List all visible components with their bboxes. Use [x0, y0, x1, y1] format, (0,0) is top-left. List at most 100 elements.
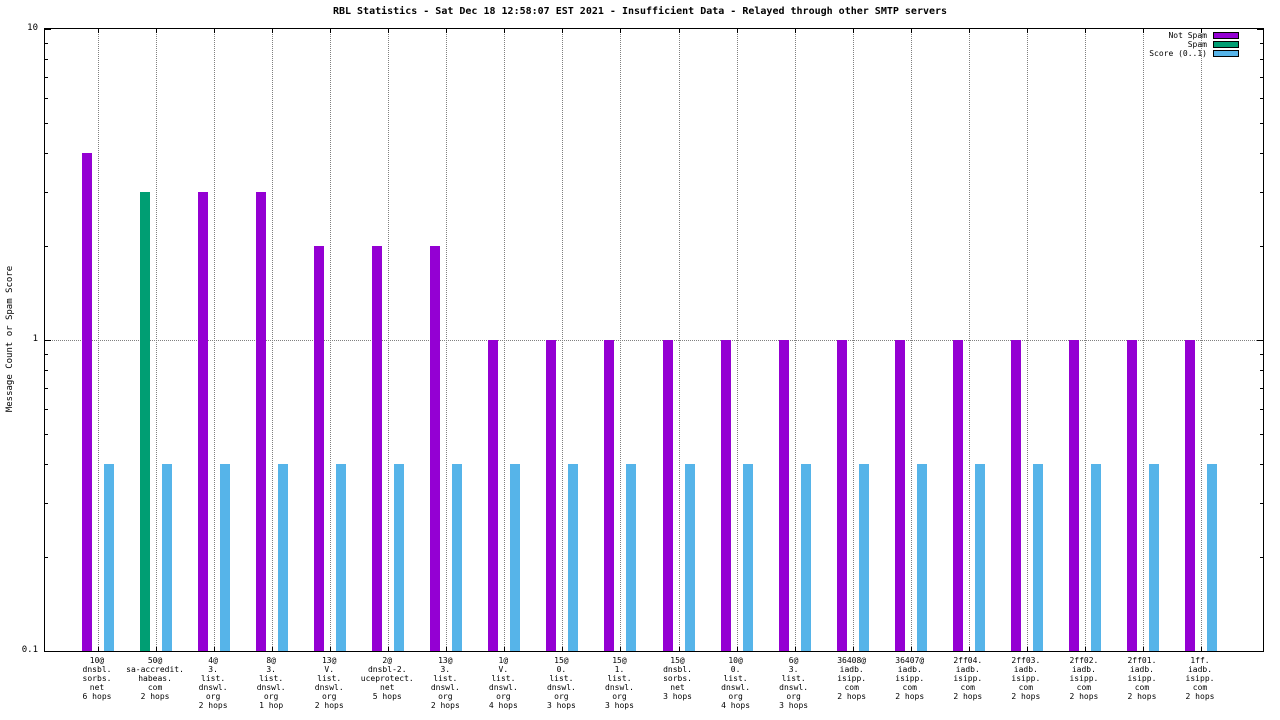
bar-score-0-1 — [974, 463, 985, 651]
bar-not-spam — [488, 340, 499, 651]
bar-not-spam — [952, 340, 963, 651]
plot-area: Not Spam Spam Score (0..1) — [44, 28, 1264, 652]
y-minor-tick-left — [45, 370, 48, 372]
bar-not-spam — [256, 191, 267, 651]
y-minor-tick-left — [45, 97, 48, 99]
bar-not-spam — [82, 152, 92, 651]
x-tick-bottom — [678, 647, 680, 651]
x-category-label: 15@ 1. list. dnswl. org 3 hops — [605, 656, 634, 710]
x-tick-top — [736, 29, 738, 33]
legend-swatch — [1213, 41, 1239, 48]
x-tick-bottom — [1142, 647, 1144, 651]
y-minor-tick-left — [45, 557, 48, 559]
y-major-tick-left — [45, 340, 51, 341]
x-tick-bottom — [1201, 647, 1202, 651]
y-minor-tick-right — [1260, 502, 1263, 504]
bar-not-spam — [1068, 340, 1079, 651]
x-tick-bottom — [562, 647, 564, 651]
y-minor-tick-left — [45, 408, 48, 410]
bar-not-spam — [198, 191, 209, 651]
y-gridline — [45, 340, 1263, 341]
bar-not-spam — [894, 340, 905, 651]
x-tick-bottom — [330, 647, 332, 651]
legend-label: Score (0..1) — [1149, 49, 1207, 58]
y-minor-tick-left — [45, 152, 48, 154]
x-tick-bottom — [1084, 647, 1086, 651]
x-tick-top — [562, 29, 564, 33]
x-tick-top — [1142, 29, 1144, 33]
x-tick-top — [388, 29, 390, 33]
bar-score-0-1 — [1090, 463, 1101, 651]
x-tick-top — [214, 29, 216, 33]
y-major-tick-right — [1257, 29, 1263, 30]
y-minor-tick-right — [1260, 191, 1263, 193]
y-minor-tick-right — [1260, 43, 1263, 45]
x-tick-bottom — [620, 647, 622, 651]
bar-score-0-1 — [510, 463, 521, 651]
x-tick-top — [504, 29, 506, 33]
y-minor-tick-right — [1260, 122, 1263, 124]
y-tick-label: 0.1 — [21, 645, 38, 655]
x-category-label: 1ff. iadb. isipp. com 2 hops — [1185, 656, 1215, 701]
bar-score-0-1 — [394, 463, 405, 651]
bar-score-0-1 — [1032, 463, 1043, 651]
bar-score-0-1 — [626, 463, 637, 651]
y-minor-tick-right — [1260, 246, 1263, 248]
x-tick-bottom — [794, 647, 796, 651]
y-minor-tick-left — [45, 433, 48, 435]
x-tick-bottom — [446, 647, 448, 651]
x-tick-top — [272, 29, 274, 33]
bar-not-spam — [778, 340, 789, 651]
x-tick-top — [98, 29, 99, 33]
x-tick-bottom — [272, 647, 274, 651]
x-tick-top — [330, 29, 332, 33]
x-tick-bottom — [98, 647, 99, 651]
bar-not-spam — [662, 340, 673, 651]
x-tick-bottom — [852, 647, 854, 651]
y-major-tick-left — [45, 651, 51, 652]
y-major-tick-right — [1257, 340, 1263, 341]
y-minor-tick-right — [1260, 463, 1263, 465]
x-tick-top — [794, 29, 796, 33]
x-category-label: 50@ sa-accredit. habeas. com 2 hops — [126, 656, 184, 701]
y-minor-tick-left — [45, 191, 48, 193]
x-tick-top — [852, 29, 854, 33]
bar-not-spam — [1185, 340, 1195, 651]
y-minor-tick-left — [45, 122, 48, 124]
x-tick-top — [1084, 29, 1086, 33]
x-category-label: 6@ 3. list. dnswl. org 3 hops — [779, 656, 809, 710]
y-tick-label: 10 — [27, 23, 38, 33]
bar-score-0-1 — [162, 463, 173, 651]
bar-score-0-1 — [104, 463, 114, 651]
y-minor-tick-right — [1260, 370, 1263, 372]
legend-swatch — [1213, 32, 1239, 39]
legend-label: Spam — [1187, 40, 1207, 49]
x-tick-bottom — [1026, 647, 1028, 651]
bar-score-0-1 — [1207, 463, 1217, 651]
bar-score-0-1 — [684, 463, 695, 651]
x-category-label: 2ff04. iadb. isipp. com 2 hops — [953, 656, 983, 701]
bar-score-0-1 — [1148, 463, 1159, 651]
x-category-label: 2ff01. iadb. isipp. com 2 hops — [1127, 656, 1157, 701]
y-minor-tick-left — [45, 59, 48, 61]
y-minor-tick-left — [45, 246, 48, 248]
x-tick-top — [156, 29, 158, 33]
x-tick-bottom — [968, 647, 970, 651]
y-minor-tick-right — [1260, 408, 1263, 410]
x-tick-bottom — [910, 647, 912, 651]
bar-score-0-1 — [278, 463, 289, 651]
y-minor-tick-right — [1260, 77, 1263, 79]
x-tick-top — [910, 29, 912, 33]
x-tick-bottom — [504, 647, 506, 651]
x-category-label: 1@ V. list. dnswl. org 4 hops — [488, 656, 518, 710]
x-category-label: 15@ dnsbl. sorbs. net 3 hops — [663, 656, 692, 701]
x-category-label: 36408@ iadb. isipp. com 2 hops — [837, 656, 867, 701]
y-minor-tick-left — [45, 388, 48, 390]
y-minor-tick-right — [1260, 97, 1263, 99]
x-category-label: 10@ dnsbl. sorbs. net 6 hops — [82, 656, 112, 701]
x-tick-top — [620, 29, 622, 33]
chart-title: RBL Statistics - Sat Dec 18 12:58:07 EST… — [332, 6, 948, 17]
x-category-label: 13@ V. list. dnswl. org 2 hops — [314, 656, 344, 710]
bar-not-spam — [430, 246, 441, 651]
